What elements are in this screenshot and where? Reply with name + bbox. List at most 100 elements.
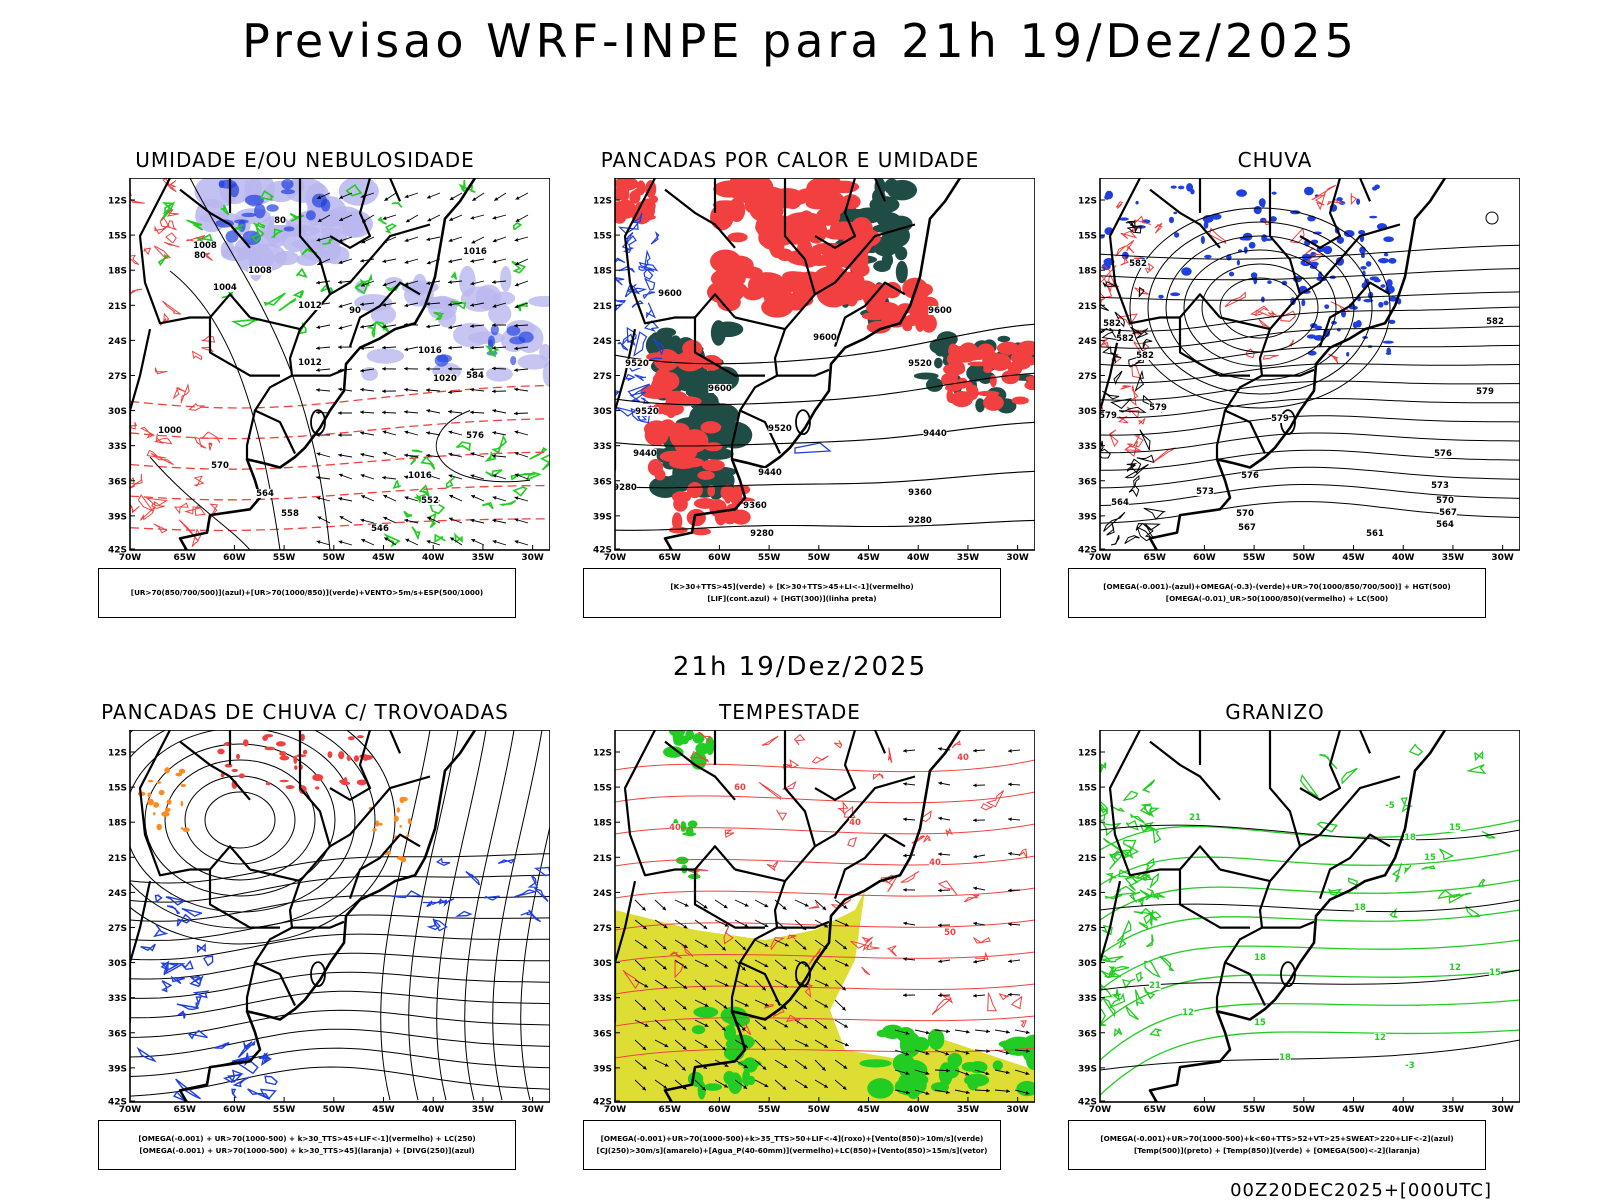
lifted-index-contour — [795, 443, 830, 453]
legend-line: [CJ(250)>30m/s](amarelo)+[Agua_P(40-60mm… — [597, 1145, 988, 1157]
lon-label: 35W — [957, 1105, 980, 1115]
thunderstorm-risk-area — [153, 812, 156, 815]
convective-area — [1024, 380, 1035, 390]
wind-850-area — [680, 821, 686, 832]
lat-label: 39S — [1078, 512, 1097, 522]
humidity-high-area — [284, 226, 295, 231]
contour-label: 18 — [1279, 1053, 1291, 1063]
lon-label: 45W — [857, 553, 880, 563]
thickness-contour — [147, 450, 166, 458]
wind-vector-head — [338, 345, 342, 349]
thunderstorm-risk-area — [408, 818, 412, 824]
humidity-low-contour — [392, 203, 402, 208]
wind-vector-head — [338, 411, 342, 415]
thickness-contour — [201, 347, 213, 351]
convective-area — [654, 469, 665, 480]
lifted-index-contour — [645, 278, 655, 290]
wind-vector-head — [360, 519, 364, 523]
divergence-contour — [162, 981, 171, 992]
thunderstorm-area — [303, 750, 307, 755]
wind-vector-head — [1008, 749, 1012, 753]
wind-vector-head — [470, 259, 474, 263]
lat-label: 27S — [108, 924, 127, 934]
contour-label: 9520 — [908, 359, 932, 369]
omega-area — [1261, 234, 1267, 242]
panel-title: PANCADAS POR CALOR E UMIDADE — [575, 148, 1005, 172]
lat-label: 39S — [593, 512, 612, 522]
thickness-contour — [147, 498, 166, 505]
divergence-contour — [166, 897, 184, 905]
precipitable-water-contour — [988, 993, 997, 1011]
rain-contour — [1263, 355, 1278, 359]
map-content: 5825825825825825795795795795765765735735… — [1080, 178, 1520, 556]
temp-850-contour — [1393, 863, 1401, 882]
thunderstorm-risk-area — [378, 823, 383, 826]
convective-area — [814, 269, 845, 300]
wind-850-area — [900, 1032, 921, 1057]
lat-label: 21S — [593, 854, 612, 864]
omega-area — [1380, 284, 1385, 288]
wind-vector-head — [973, 994, 977, 998]
thunderstorm-area — [266, 782, 271, 785]
isobar — [170, 271, 280, 550]
state-border — [1110, 730, 1180, 875]
omega-area — [1261, 296, 1265, 302]
instability-area — [713, 322, 744, 338]
lat-label: 27S — [593, 372, 612, 382]
streamline-850 — [615, 888, 1035, 898]
thickness-contour — [164, 242, 179, 247]
wind-vector-head — [938, 782, 942, 786]
lat-label: 12S — [1078, 197, 1097, 207]
wind-850-area — [728, 1072, 743, 1094]
wind-vector-head — [382, 411, 386, 415]
lon-label: 50W — [1293, 1105, 1316, 1115]
thunderstorm-area — [232, 769, 238, 772]
wind-850-area — [968, 1061, 987, 1073]
thunderstorm-area — [286, 785, 295, 789]
temp-850-contour — [1100, 1000, 1520, 1060]
lat-label: 24S — [593, 889, 612, 899]
lon-label: 70W — [604, 1105, 627, 1115]
wind-vector-head — [938, 888, 942, 892]
omega-area — [1204, 255, 1212, 259]
lat-label: 30S — [593, 959, 612, 969]
precipitable-water-contour — [946, 829, 952, 835]
thunderstorm-risk-area — [153, 802, 159, 808]
state-border — [735, 730, 815, 881]
wind-vector-head — [492, 216, 496, 220]
map-content — [90, 730, 550, 1108]
contour-label: 1016 — [418, 346, 442, 356]
legend-line: [LIF](cont.azul) + [HGT(300)](linha pret… — [707, 593, 876, 605]
lat-label: 30S — [1078, 959, 1097, 969]
contour-label: 9440 — [633, 449, 657, 459]
wind-850-area — [692, 1025, 705, 1034]
precipitable-water-contour — [1019, 849, 1027, 858]
humidity-low-contour — [279, 299, 296, 311]
omega-area — [1229, 272, 1234, 277]
lon-label: 65W — [658, 1105, 681, 1115]
precipitable-water-contour — [767, 861, 778, 870]
lon-label: 30W — [1006, 553, 1029, 563]
streamline — [205, 792, 275, 848]
thickness-contour — [163, 301, 181, 314]
lat-label: 36S — [593, 477, 612, 487]
lifted-index-contour — [608, 258, 625, 265]
wind-850-area — [688, 820, 698, 828]
wind-vector-head — [1008, 783, 1012, 787]
lon-label: 70W — [1089, 1105, 1112, 1115]
omega-area — [1374, 279, 1381, 283]
temp-850-contour — [1422, 866, 1435, 869]
thunderstorm-area — [357, 779, 367, 785]
humidity-mid-area — [528, 296, 550, 307]
thickness-contour — [130, 422, 136, 429]
thunderstorm-area — [225, 764, 233, 768]
lat-label: 36S — [593, 1029, 612, 1039]
lat-label: 24S — [593, 337, 612, 347]
contour-label: 9520 — [635, 407, 659, 417]
lat-label: 27S — [1078, 372, 1097, 382]
wind-vector-head — [903, 993, 907, 997]
lon-label: 55W — [273, 1105, 296, 1115]
